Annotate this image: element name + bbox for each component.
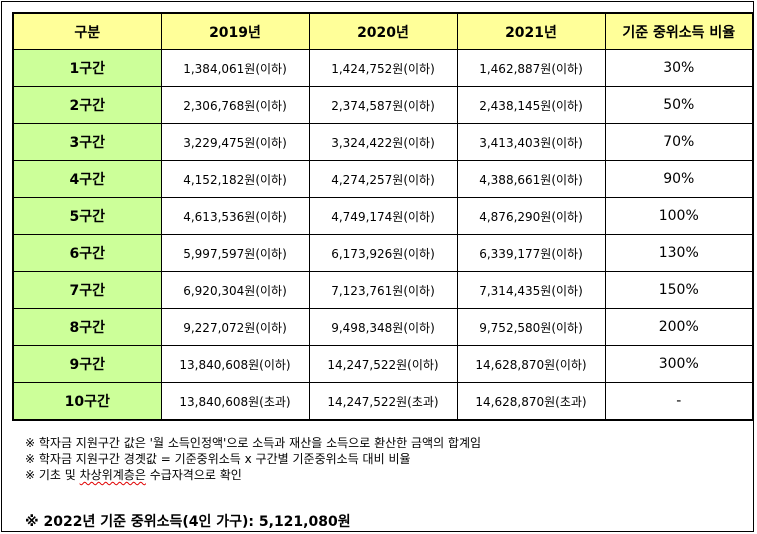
value-2019: 1,384,061원(이하): [160, 49, 310, 87]
ratio-value: 200%: [604, 308, 754, 346]
value-2021: 6,339,177원(이하): [456, 234, 606, 272]
value-2019: 5,997,597원(이하): [160, 234, 310, 272]
header-2020: 2020년: [308, 12, 458, 50]
value-2019: 13,840,608원(초과): [160, 382, 310, 421]
value-2019: 4,152,182원(이하): [160, 160, 310, 198]
footnote-suffix: 수급자격으로 확인: [145, 468, 242, 482]
value-2020: 7,123,761원(이하): [308, 271, 458, 309]
value-2021: 4,876,290원(이하): [456, 197, 606, 235]
ratio-value: 130%: [604, 234, 754, 272]
tier-label: 8구간: [12, 308, 162, 346]
value-2020: 3,324,422원(이하): [308, 123, 458, 161]
ratio-value: -: [604, 382, 754, 421]
table-row: 4구간 4,152,182원(이하) 4,274,257원(이하) 4,388,…: [12, 160, 754, 198]
value-2020: 9,498,348원(이하): [308, 308, 458, 346]
tier-label: 6구간: [12, 234, 162, 272]
value-2021: 14,628,870원(이하): [456, 345, 606, 383]
ratio-value: 300%: [604, 345, 754, 383]
ratio-value: 30%: [604, 49, 754, 87]
tier-label: 10구간: [12, 382, 162, 421]
footnote-prefix: ※ 기초 및: [25, 468, 80, 482]
tier-label: 7구간: [12, 271, 162, 309]
ratio-value: 70%: [604, 123, 754, 161]
header-2021: 2021년: [456, 12, 606, 50]
value-2020: 4,749,174원(이하): [308, 197, 458, 235]
footnotes: ※ 학자금 지원구간 값은 '월 소득인정액'으로 소득과 재산을 소득으로 환…: [25, 435, 481, 483]
tier-label: 2구간: [12, 86, 162, 124]
footnote-basic-eligibility: ※ 기초 및 차상위계층은 수급자격으로 확인: [25, 467, 481, 483]
value-2021: 7,314,435원(이하): [456, 271, 606, 309]
income-tier-table: 구분 2019년 2020년 2021년 기준 중위소득 비율 1구간 1,38…: [12, 12, 754, 421]
header-ratio: 기준 중위소득 비율: [604, 12, 754, 50]
value-2019: 4,613,536원(이하): [160, 197, 310, 235]
tier-label: 3구간: [12, 123, 162, 161]
table-row: 10구간 13,840,608원(초과) 14,247,522원(초과) 14,…: [12, 382, 754, 421]
tier-label: 9구간: [12, 345, 162, 383]
value-2021: 9,752,580원(이하): [456, 308, 606, 346]
header-2019: 2019년: [160, 12, 310, 50]
spellcheck-marked-word: 차상위계층은: [79, 468, 146, 482]
value-2020: 1,424,752원(이하): [308, 49, 458, 87]
table-header-row: 구분 2019년 2020년 2021년 기준 중위소득 비율: [12, 12, 754, 50]
table-row: 3구간 3,229,475원(이하) 3,324,422원(이하) 3,413,…: [12, 123, 754, 161]
value-2020: 6,173,926원(이하): [308, 234, 458, 272]
tier-label: 5구간: [12, 197, 162, 235]
value-2020: 14,247,522원(초과): [308, 382, 458, 421]
header-category: 구분: [12, 12, 162, 50]
value-2021: 3,413,403원(이하): [456, 123, 606, 161]
tier-label: 4구간: [12, 160, 162, 198]
footnote-support-tier-value: ※ 학자금 지원구간 값은 '월 소득인정액'으로 소득과 재산을 소득으로 환…: [25, 436, 482, 450]
value-2019: 9,227,072원(이하): [160, 308, 310, 346]
value-2019: 6,920,304원(이하): [160, 271, 310, 309]
table-row: 5구간 4,613,536원(이하) 4,749,174원(이하) 4,876,…: [12, 197, 754, 235]
value-2021: 4,388,661원(이하): [456, 160, 606, 198]
ratio-value: 150%: [604, 271, 754, 309]
value-2021: 2,438,145원(이하): [456, 86, 606, 124]
ratio-value: 90%: [604, 160, 754, 198]
table-row: 2구간 2,306,768원(이하) 2,374,587원(이하) 2,438,…: [12, 86, 754, 124]
table-row: 1구간 1,384,061원(이하) 1,424,752원(이하) 1,462,…: [12, 49, 754, 87]
table-row: 8구간 9,227,072원(이하) 9,498,348원(이하) 9,752,…: [12, 308, 754, 346]
value-2019: 2,306,768원(이하): [160, 86, 310, 124]
value-2019: 13,840,608원(이하): [160, 345, 310, 383]
value-2020: 2,374,587원(이하): [308, 86, 458, 124]
ratio-value: 50%: [604, 86, 754, 124]
footnote-tier-threshold: ※ 학자금 지원구간 경곗값 = 기준중위소득 x 구간별 기준중위소득 대비 …: [25, 452, 411, 466]
value-2019: 3,229,475원(이하): [160, 123, 310, 161]
tier-label: 1구간: [12, 49, 162, 87]
table-row: 6구간 5,997,597원(이하) 6,173,926원(이하) 6,339,…: [12, 234, 754, 272]
table-row: 9구간 13,840,608원(이하) 14,247,522원(이하) 14,6…: [12, 345, 754, 383]
table-row: 7구간 6,920,304원(이하) 7,123,761원(이하) 7,314,…: [12, 271, 754, 309]
value-2021: 1,462,887원(이하): [456, 49, 606, 87]
ratio-value: 100%: [604, 197, 754, 235]
value-2020: 14,247,522원(이하): [308, 345, 458, 383]
median-income-summary: ※ 2022년 기준 중위소득(4인 가구): 5,121,080원: [25, 514, 351, 530]
value-2020: 4,274,257원(이하): [308, 160, 458, 198]
value-2021: 14,628,870원(초과): [456, 382, 606, 421]
